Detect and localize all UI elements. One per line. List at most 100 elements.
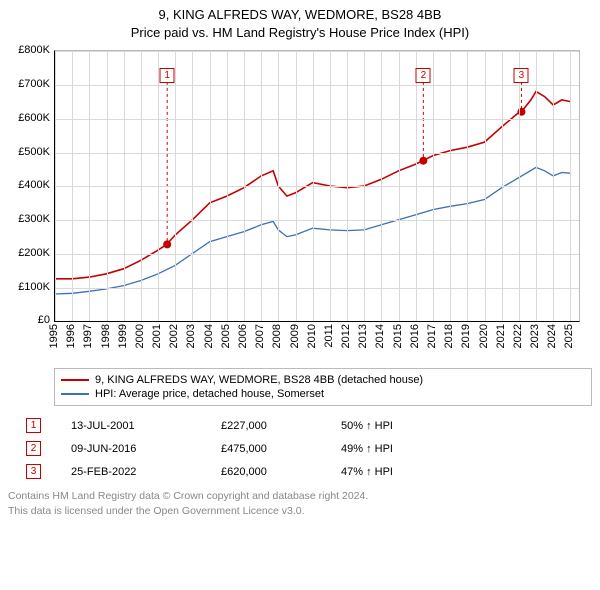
gridline-v	[89, 51, 90, 321]
x-tick-label: 2011	[323, 324, 335, 348]
gridline-v	[467, 51, 468, 321]
x-tick-label: 2000	[134, 324, 146, 348]
gridline-v	[485, 51, 486, 321]
y-tick-label: £100K	[18, 281, 50, 293]
gridline-v	[502, 51, 503, 321]
x-tick-label: 1997	[82, 324, 94, 348]
marker-table-pct: 49% ↑ HPI	[341, 443, 592, 455]
gridline-h	[55, 254, 579, 255]
gridline-v	[261, 51, 262, 321]
x-tick-label: 2009	[289, 324, 301, 348]
x-tick-label: 1995	[48, 324, 60, 348]
marker-dot	[163, 241, 171, 249]
gridline-v	[175, 51, 176, 321]
marker-table-date: 09-JUN-2016	[71, 443, 221, 455]
title-line-1: 9, KING ALFREDS WAY, WEDMORE, BS28 4BB	[0, 6, 600, 24]
marker-table-date: 25-FEB-2022	[71, 466, 221, 478]
page: 9, KING ALFREDS WAY, WEDMORE, BS28 4BB P…	[0, 0, 600, 518]
x-tick-label: 2002	[168, 324, 180, 348]
marker-table-number: 2	[26, 441, 41, 456]
gridline-v	[141, 51, 142, 321]
x-tick-label: 2023	[529, 324, 541, 348]
x-tick-label: 2015	[392, 324, 404, 348]
footnote: Contains HM Land Registry data © Crown c…	[8, 489, 592, 517]
x-tick-label: 2005	[220, 324, 232, 348]
y-tick-label: £200K	[18, 247, 50, 259]
gridline-v	[107, 51, 108, 321]
y-tick-label: £700K	[18, 78, 50, 90]
gridline-v	[244, 51, 245, 321]
x-tick-label: 1996	[65, 324, 77, 348]
x-tick-label: 2014	[374, 324, 386, 348]
x-tick-label: 2025	[563, 324, 575, 348]
marker-table-row: 325-FEB-2022£620,00047% ↑ HPI	[8, 460, 592, 483]
x-tick-label: 2022	[512, 324, 524, 348]
gridline-h	[55, 51, 579, 52]
gridline-v	[55, 51, 56, 321]
gridline-v	[347, 51, 348, 321]
gridline-v	[313, 51, 314, 321]
gridline-v	[364, 51, 365, 321]
x-tick-label: 2006	[237, 324, 249, 348]
y-tick-label: £400K	[18, 179, 50, 191]
gridline-v	[227, 51, 228, 321]
marker-table-row: 2 09-JUN-2016£475,00049% ↑ HPI	[8, 437, 592, 460]
x-tick-label: 2020	[478, 324, 490, 348]
x-tick-label: 2008	[271, 324, 283, 348]
x-tick-label: 2013	[357, 324, 369, 348]
x-axis-labels: 1995199619971998199920002001200220032004…	[54, 322, 578, 362]
marker-table-price: £227,000	[221, 420, 341, 432]
x-tick-label: 2017	[426, 324, 438, 348]
x-tick-label: 2016	[409, 324, 421, 348]
gridline-h	[55, 119, 579, 120]
marker-number-box: 3	[514, 68, 529, 83]
legend-swatch	[61, 393, 89, 395]
gridline-v	[124, 51, 125, 321]
gridline-h	[55, 85, 579, 86]
marker-table: 113-JUL-2001£227,00050% ↑ HPI209-JUN-201…	[8, 414, 592, 483]
footnote-line-1: Contains HM Land Registry data © Crown c…	[8, 489, 592, 503]
x-tick-label: 2007	[254, 324, 266, 348]
gridline-v	[192, 51, 193, 321]
legend: 9, KING ALFREDS WAY, WEDMORE, BS28 4BB (…	[54, 368, 592, 406]
gridline-v	[536, 51, 537, 321]
marker-table-date: 13-JUL-2001	[71, 420, 221, 432]
marker-table-price: £475,000	[221, 443, 341, 455]
gridline-v	[330, 51, 331, 321]
gridline-v	[399, 51, 400, 321]
x-tick-label: 1999	[117, 324, 129, 348]
marker-table-row: 113-JUL-2001£227,00050% ↑ HPI	[8, 414, 592, 437]
legend-swatch	[61, 379, 89, 381]
gridline-v	[381, 51, 382, 321]
marker-table-number: 1	[26, 418, 41, 433]
legend-label: HPI: Average price, detached house, Some…	[95, 388, 324, 400]
y-tick-label: £800K	[18, 44, 50, 56]
gridline-v	[296, 51, 297, 321]
title-block: 9, KING ALFREDS WAY, WEDMORE, BS28 4BB P…	[0, 0, 600, 46]
x-tick-label: 2004	[203, 324, 215, 348]
x-tick-label: 2001	[151, 324, 163, 348]
gridline-v	[519, 51, 520, 321]
marker-table-pct: 47% ↑ HPI	[341, 466, 592, 478]
legend-label: 9, KING ALFREDS WAY, WEDMORE, BS28 4BB (…	[95, 374, 423, 386]
x-tick-label: 2012	[340, 324, 352, 348]
gridline-v	[210, 51, 211, 321]
gridline-h	[55, 288, 579, 289]
gridline-v	[433, 51, 434, 321]
y-tick-label: £600K	[18, 112, 50, 124]
gridline-v	[278, 51, 279, 321]
x-tick-label: 2021	[495, 324, 507, 348]
legend-item: 9, KING ALFREDS WAY, WEDMORE, BS28 4BB (…	[61, 373, 585, 387]
x-tick-label: 2003	[185, 324, 197, 348]
marker-table-price: £620,000	[221, 466, 341, 478]
y-tick-label: £500K	[18, 146, 50, 158]
gridline-v	[450, 51, 451, 321]
marker-number-box: 1	[160, 68, 175, 83]
gridline-v	[570, 51, 571, 321]
gridline-v	[553, 51, 554, 321]
y-tick-label: £300K	[18, 213, 50, 225]
title-line-2: Price paid vs. HM Land Registry's House …	[0, 24, 600, 42]
gridline-v	[416, 51, 417, 321]
x-tick-label: 2024	[546, 324, 558, 348]
legend-item: HPI: Average price, detached house, Some…	[61, 387, 585, 401]
